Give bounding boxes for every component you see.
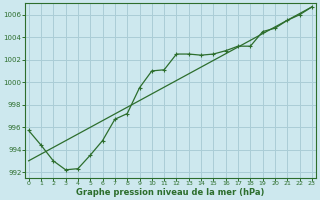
X-axis label: Graphe pression niveau de la mer (hPa): Graphe pression niveau de la mer (hPa): [76, 188, 265, 197]
